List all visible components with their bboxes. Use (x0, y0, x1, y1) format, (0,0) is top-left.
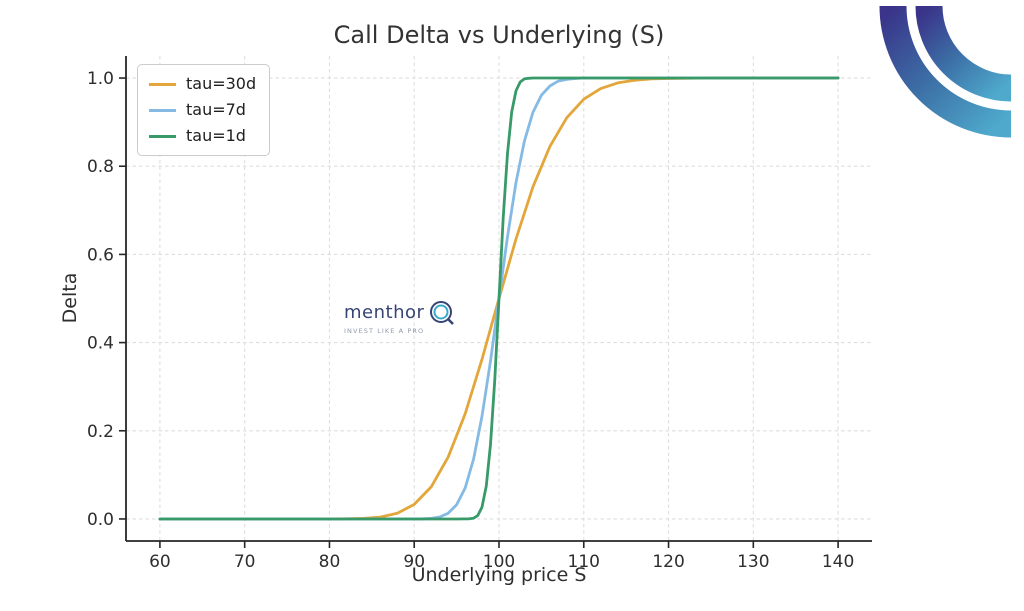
y-tick-label: 0.6 (87, 245, 114, 265)
x-axis-label: Underlying price S (411, 564, 587, 586)
watermark: menthor INVEST LIKE A PRO (344, 299, 455, 335)
legend-item: tau=7d (149, 100, 256, 120)
x-tick-label: 130 (737, 552, 769, 572)
legend-label: tau=30d (186, 74, 257, 93)
x-tick-label: 140 (822, 552, 854, 572)
legend-swatch (149, 134, 176, 138)
y-tick-label: 0.2 (87, 422, 114, 442)
legend-swatch (149, 108, 176, 112)
x-tick-label: 70 (234, 552, 256, 572)
legend-label: tau=7d (186, 100, 246, 119)
y-tick-label: 0.8 (87, 157, 114, 177)
x-tick-label: 60 (149, 552, 171, 572)
y-axis-label: Delta (59, 272, 81, 324)
legend: tau=30d tau=7d tau=1d (137, 64, 271, 156)
watermark-tagline: INVEST LIKE A PRO (344, 327, 425, 335)
legend-swatch (149, 82, 176, 86)
x-tick-label: 100 (483, 552, 515, 572)
legend-item: tau=30d (149, 74, 256, 94)
x-tick-label: 90 (403, 552, 425, 572)
y-tick-label: 0.0 (87, 510, 114, 530)
series-line-tau-1d (158, 76, 840, 521)
watermark-row: menthor (344, 299, 455, 326)
watermark-brand-text: menthor (344, 301, 425, 323)
menthorq-q-icon (430, 301, 455, 325)
x-tick-label: 120 (652, 552, 684, 572)
brand-logo-arcs-icon (879, 5, 1012, 138)
y-tick-label: 1.0 (87, 69, 114, 89)
chart-title: Call Delta vs Underlying (S) (333, 21, 665, 49)
legend-label: tau=1d (186, 126, 246, 145)
series-layer (158, 76, 840, 521)
x-tick-label: 110 (568, 552, 600, 572)
x-tick-label: 80 (319, 552, 341, 572)
tick-layer: 60 70 80 90 100 110 120 130 140 0.0 0.2 0.4 0.6 0.8 1.… (87, 69, 854, 572)
y-tick-label: 0.4 (87, 334, 114, 354)
legend-item: tau=1d (149, 126, 256, 146)
